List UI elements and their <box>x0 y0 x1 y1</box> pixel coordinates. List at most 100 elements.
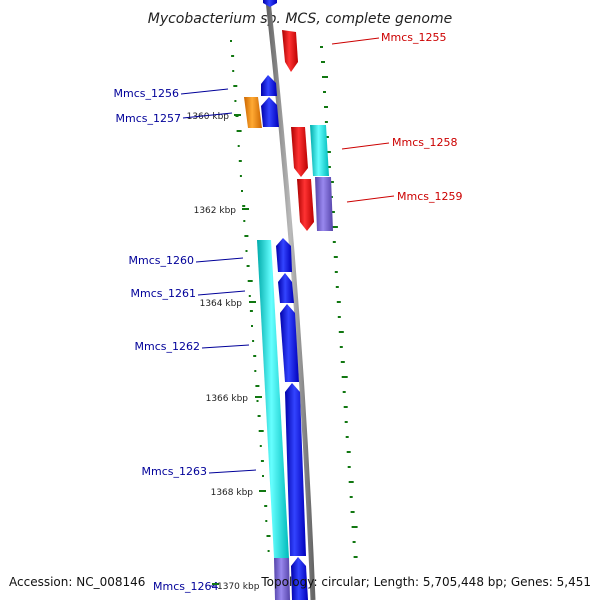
gc-dot <box>248 295 251 297</box>
gc-dot <box>350 511 355 513</box>
accession-text: Accession: NC_008146 <box>9 575 145 589</box>
gene-labels: Mmcs_1255 Mmcs_1256 Mmcs_1257 Mmcs_1258 … <box>114 31 463 478</box>
gc-dot <box>352 541 356 543</box>
gene-arrow-mmcs-1261[interactable] <box>278 273 294 303</box>
gc-dot <box>255 385 260 387</box>
gene-label-mmcs-1264[interactable]: Mmcs_1264 <box>153 580 218 593</box>
gc-dot <box>338 331 344 333</box>
gc-content-track <box>230 40 358 558</box>
leader-line <box>331 37 380 45</box>
gc-dot <box>245 250 248 252</box>
leader-line <box>195 257 244 263</box>
gc-dot <box>259 445 262 447</box>
tick-label: 1362 kbp <box>194 206 237 216</box>
gc-dot <box>242 205 246 207</box>
gene-arrow-mmcs-1256[interactable] <box>261 75 277 96</box>
gene-label-mmcs-1255[interactable]: Mmcs_1255 <box>381 31 446 44</box>
leader-line <box>182 112 233 119</box>
gc-dot <box>346 451 351 453</box>
gc-dot <box>336 301 341 303</box>
gc-dot <box>264 505 268 507</box>
gc-dot <box>265 520 268 522</box>
gc-dot <box>347 466 351 468</box>
gc-dot <box>349 496 353 498</box>
gc-dot <box>230 40 232 42</box>
feature-mmcs-1257-orange[interactable] <box>244 97 262 128</box>
gene-arrow-mmcs-1264[interactable] <box>291 557 308 600</box>
gene-partial-top[interactable] <box>263 0 277 7</box>
gene-arrow-mmcs-1257[interactable] <box>261 97 279 127</box>
tick-label: 1368 kbp <box>211 488 254 498</box>
gc-dot <box>325 136 329 138</box>
genome-summary-text: Topology: circular; Length: 5,705,448 bp… <box>260 575 591 589</box>
gc-dot <box>322 76 328 78</box>
gc-dot <box>324 121 328 123</box>
gene-arrow-mmcs-1262[interactable] <box>280 304 299 382</box>
tick-label: 1370 kbp <box>217 582 260 592</box>
gene-label-mmcs-1260[interactable]: Mmcs_1260 <box>129 254 194 267</box>
gene-label-mmcs-1256[interactable]: Mmcs_1256 <box>114 87 179 100</box>
gc-dot <box>257 415 261 417</box>
gene-label-mmcs-1259[interactable]: Mmcs_1259 <box>397 190 462 203</box>
gc-dot <box>247 280 253 282</box>
footer-bar: Accession: NC_008146 Mmcs_1264 1370 kbp … <box>9 575 591 593</box>
gc-dot <box>324 106 328 108</box>
gene-label-mmcs-1257[interactable]: Mmcs_1257 <box>116 112 181 125</box>
gc-dot <box>321 61 325 63</box>
gc-dot <box>238 160 242 162</box>
gc-dot <box>337 316 341 318</box>
leader-line <box>201 344 250 349</box>
gc-dot <box>239 175 242 177</box>
gene-label-mmcs-1261[interactable]: Mmcs_1261 <box>131 287 196 300</box>
leader-line <box>208 469 257 474</box>
gc-dot <box>260 460 264 462</box>
gc-dot <box>334 271 338 273</box>
gc-dot <box>258 430 264 432</box>
gc-dot <box>233 85 238 87</box>
leader-line <box>197 290 246 296</box>
feature-cyan-long[interactable] <box>257 240 289 558</box>
gc-dot <box>351 526 358 528</box>
gc-dot <box>244 235 249 237</box>
gene-arrow-mmcs-1260[interactable] <box>276 238 292 272</box>
gc-dot <box>330 211 335 213</box>
gene-label-mmcs-1262[interactable]: Mmcs_1262 <box>135 340 200 353</box>
gc-dot <box>254 370 257 372</box>
gc-dot <box>262 475 264 477</box>
gc-dot <box>267 550 270 552</box>
gc-dot <box>234 100 237 102</box>
gc-dot <box>331 226 338 228</box>
gc-dot <box>343 406 348 408</box>
gc-dot <box>340 361 345 363</box>
gc-dot <box>249 310 253 312</box>
genome-backbone <box>265 0 316 600</box>
gene-arrow-mmcs-1258[interactable] <box>291 127 308 177</box>
feature-purple-bottom[interactable] <box>274 558 290 600</box>
feature-mmcs-1259-purple[interactable] <box>315 177 333 231</box>
gene-arrow-mmcs-1259[interactable] <box>297 179 314 231</box>
gc-dot <box>232 70 235 72</box>
gene-label-mmcs-1258[interactable]: Mmcs_1258 <box>392 136 457 149</box>
gc-dot <box>344 421 348 423</box>
gc-dot <box>246 265 250 267</box>
tick-label: 1364 kbp <box>200 299 243 309</box>
leader-line <box>346 195 395 203</box>
leader-line <box>180 88 229 95</box>
gc-dot <box>335 286 339 288</box>
gene-arrow-mmcs-1255[interactable] <box>282 30 298 72</box>
gene-label-mmcs-1263[interactable]: Mmcs_1263 <box>142 465 207 478</box>
gc-dot <box>251 325 253 327</box>
gc-dot <box>353 556 358 558</box>
gc-dot <box>348 481 354 483</box>
gc-dot <box>231 55 235 57</box>
gc-dot <box>323 91 326 93</box>
gene-arrow-mmcs-1263[interactable] <box>285 383 306 556</box>
gc-dot <box>236 130 242 132</box>
feature-mmcs-1258-cyan[interactable] <box>310 125 329 176</box>
gc-dot <box>328 181 334 183</box>
gc-dot <box>266 535 271 537</box>
gc-dot <box>333 256 338 258</box>
gc-dot <box>341 376 348 378</box>
